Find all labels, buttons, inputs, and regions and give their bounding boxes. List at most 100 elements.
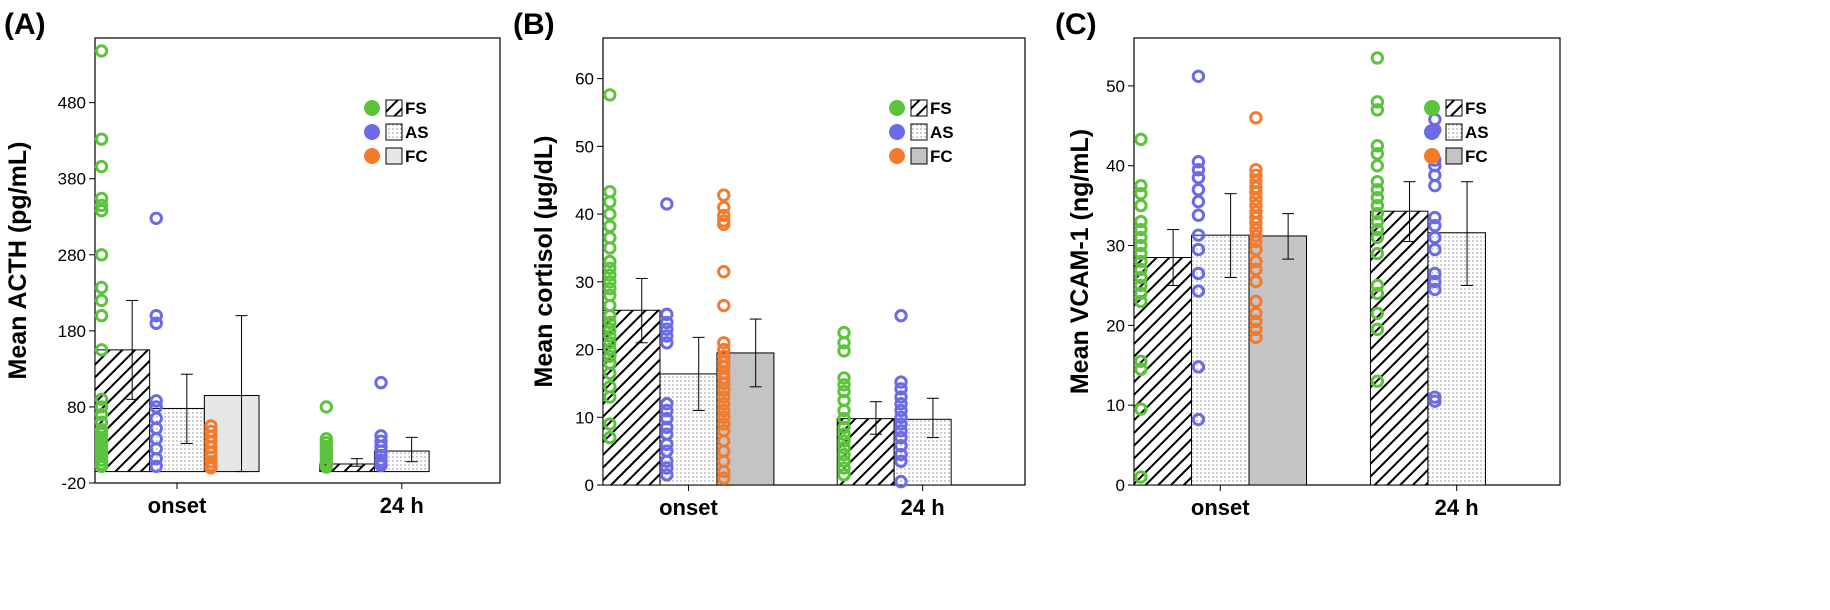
point-fs: [1134, 238, 1148, 253]
y-tick-label: 40: [1106, 157, 1125, 176]
point-fs: [94, 159, 109, 174]
point-as: [660, 437, 674, 452]
legend-swatch-fc: [910, 147, 928, 165]
point-fs: [1134, 254, 1148, 269]
point-fc: [717, 410, 731, 424]
legend-marker-fc: [889, 148, 905, 164]
point-fs: [94, 132, 109, 146]
point-fs: [603, 275, 617, 289]
point-fs: [603, 308, 617, 323]
point-as: [149, 211, 163, 225]
point-fs: [603, 88, 617, 102]
point-fc: [1249, 198, 1263, 213]
panel-label: (A): [4, 8, 46, 41]
panel-label: (C): [1055, 8, 1097, 41]
panel-2: (B) Mean cortisol (µg/dL) 0 10 20 30 40 50 60 ons…: [513, 8, 1026, 520]
point-fs: [603, 254, 617, 269]
point-fs: [1134, 402, 1148, 416]
point-as: [1191, 242, 1206, 257]
point-fc: [1249, 242, 1263, 257]
legend-swatch-as: [1445, 123, 1463, 141]
point-fc: [717, 403, 731, 418]
point-fs: [837, 447, 851, 462]
point-as: [894, 474, 908, 489]
point-fs: [1370, 286, 1385, 301]
point-fc: [1249, 314, 1263, 329]
y-tick-label: 80: [67, 398, 86, 417]
bar-fs-24h: [1369, 210, 1429, 486]
legend-marker-as: [889, 124, 905, 140]
point-fs: [603, 241, 617, 255]
point-fs: [1370, 190, 1385, 205]
point-fc: [1249, 192, 1263, 206]
point-as: [1428, 274, 1442, 289]
point-fs: [1370, 51, 1385, 65]
plot-frame: [94, 37, 501, 484]
point-fc: [717, 208, 731, 223]
point-as: [894, 424, 908, 438]
point-fs: [1370, 278, 1385, 293]
point-fs: [1370, 198, 1385, 213]
point-fc: [1249, 222, 1263, 237]
plot-frame: [602, 37, 1026, 486]
point-as: [894, 439, 908, 453]
point-as: [1428, 282, 1442, 297]
point-fc: [1249, 294, 1263, 309]
y-tick-label: 0: [585, 476, 594, 495]
legend-label: AS: [405, 123, 429, 142]
point-as: [894, 382, 908, 396]
point-fs: [1134, 222, 1148, 237]
x-category-label: 24 h: [1435, 495, 1479, 520]
point-as: [1428, 218, 1442, 233]
point-as: [1191, 194, 1206, 209]
point-fs: [1134, 470, 1148, 484]
point-fs: [319, 460, 334, 474]
point-as: [1191, 208, 1206, 222]
point-fs: [837, 411, 851, 426]
point-fs: [837, 371, 851, 385]
point-fc: [1249, 216, 1263, 230]
point-fc: [1249, 111, 1263, 125]
point-fs: [1370, 246, 1385, 261]
point-fc: [1249, 306, 1263, 321]
legend-marker-fs: [889, 100, 905, 116]
point-as: [1191, 360, 1206, 374]
point-as: [660, 315, 674, 330]
point-as: [149, 459, 163, 473]
point-as: [374, 375, 388, 390]
point-as: [1428, 266, 1442, 281]
legend-marker-fs: [1424, 100, 1440, 116]
point-fs: [1370, 95, 1385, 109]
point-fc: [717, 298, 731, 313]
point-fs: [1370, 103, 1385, 117]
point-fs: [837, 434, 851, 448]
point-fc: [717, 200, 731, 215]
point-fs: [603, 430, 617, 445]
point-as: [1191, 182, 1206, 197]
point-fs: [1134, 132, 1148, 147]
point-as: [660, 329, 674, 343]
point-as: [660, 468, 674, 482]
point-fs: [603, 315, 617, 330]
panel-3: (C) Mean VCAM-1 (ng/mL) 0 10 20 30 40 50 onset 24…: [1055, 8, 1561, 520]
legend-marker-as: [364, 124, 380, 140]
point-fs: [1370, 206, 1385, 221]
point-fs: [1134, 286, 1148, 301]
legend-label: AS: [1465, 123, 1489, 142]
point-as: [1428, 242, 1442, 257]
x-category-label: onset: [148, 493, 207, 518]
point-as: [1191, 163, 1206, 177]
point-fs: [837, 344, 851, 358]
x-category-label: 24 h: [380, 493, 424, 518]
point-fs: [603, 322, 617, 336]
point-fc: [717, 464, 731, 479]
point-fs: [94, 400, 109, 414]
point-as: [149, 394, 163, 408]
point-as: [660, 420, 674, 435]
point-as: [660, 411, 674, 426]
point-as: [149, 316, 163, 330]
point-as: [1191, 69, 1206, 84]
legend-swatch-fs: [910, 99, 928, 117]
point-as: [660, 461, 674, 475]
point-fs: [94, 407, 109, 422]
